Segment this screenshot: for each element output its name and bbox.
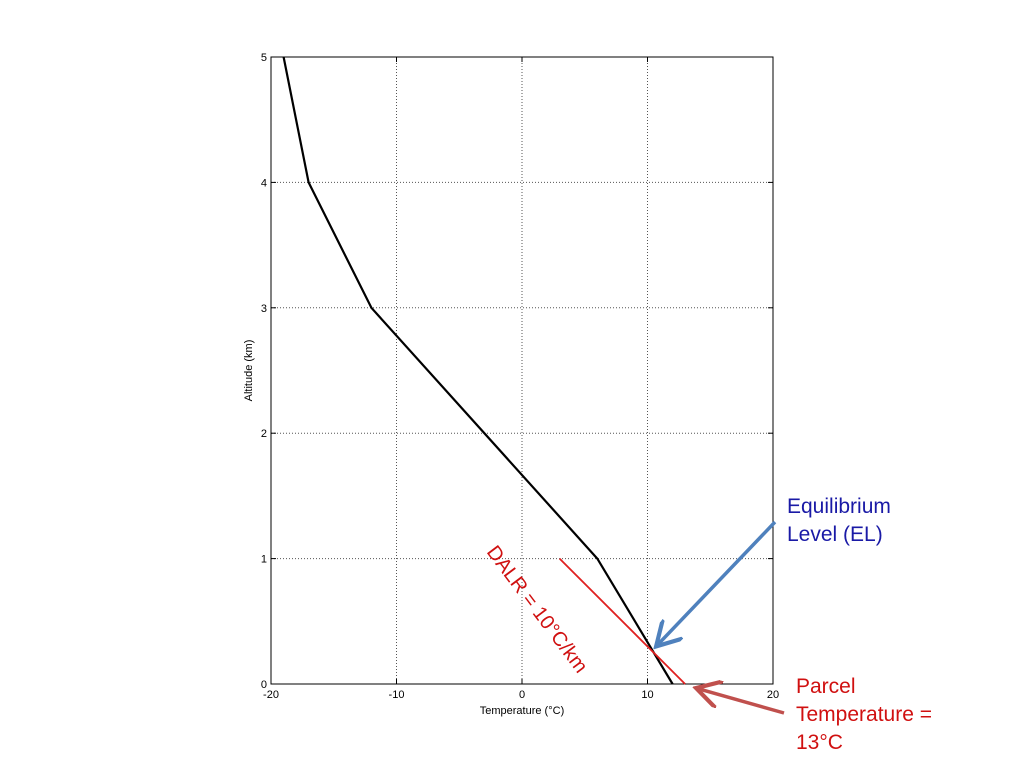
- x-tick-label: 10: [641, 689, 653, 701]
- annotation-line: Equilibrium: [787, 495, 891, 518]
- x-axis-label: Temperature (°C): [480, 705, 564, 717]
- parcel-temperature-arrow: [699, 689, 785, 715]
- equilibrium-level-arrow: [659, 520, 777, 644]
- annotation-line: Parcel: [796, 675, 856, 698]
- series: [282, 56, 686, 685]
- grid: [271, 57, 773, 684]
- annotation-line: 13°C: [796, 731, 843, 754]
- equilibrium-level-annotation: Equilibrium Level (EL): [787, 493, 967, 549]
- y-tick-label: 3: [261, 303, 267, 315]
- environment-profile-line: [282, 56, 674, 685]
- y-axis-label: Altitude (km): [243, 340, 255, 402]
- annotation-line: Temperature =: [796, 703, 932, 726]
- parcel-temperature-annotation: Parcel Temperature = 13°C: [796, 673, 996, 757]
- y-tick-label: 5: [261, 52, 267, 64]
- x-tick-label: 20: [767, 689, 779, 701]
- y-tick-label: 1: [261, 554, 267, 566]
- y-tick-label: 0: [261, 679, 267, 691]
- ticks: -20 -10 0 10 20 0 1 2 3 4 5: [261, 52, 779, 701]
- y-tick-label: 2: [261, 428, 267, 440]
- annotation-arrows: [659, 520, 785, 715]
- x-tick-label: 0: [519, 689, 525, 701]
- dalr-line: [558, 557, 686, 685]
- x-tick-label: -10: [389, 689, 405, 701]
- y-tick-label: 4: [261, 177, 267, 189]
- x-tick-label: -20: [263, 689, 279, 701]
- annotation-line: Level (EL): [787, 523, 883, 546]
